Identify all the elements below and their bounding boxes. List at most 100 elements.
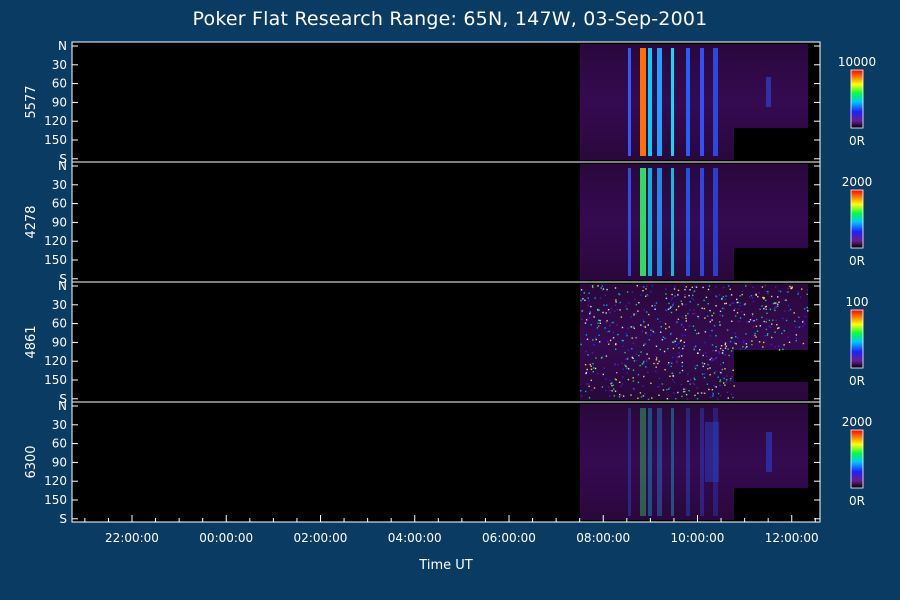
- panel-4861-speckle: [681, 395, 683, 398]
- panel-4861-speckle: [620, 316, 623, 318]
- panel-4861-speckle: [693, 291, 695, 293]
- panel-4861-speckle: [668, 308, 670, 310]
- y-tick-label: 90: [52, 335, 67, 349]
- panel-4861-speckle: [685, 303, 687, 306]
- panel-4861-speckle: [590, 379, 592, 381]
- panel-4861-speckle: [655, 370, 657, 373]
- panel-4861-speckle: [788, 341, 791, 343]
- panel-4861-speckle: [686, 398, 689, 400]
- panel-4861-speckle: [655, 355, 657, 357]
- colorbar-max-label: 2000: [842, 415, 873, 429]
- panel-4861-speckle: [702, 392, 705, 394]
- panel-4861-speckle: [662, 389, 665, 391]
- y-tick-label: N: [58, 279, 67, 293]
- panel-4861-speckle: [585, 334, 588, 336]
- panel-4861-speckle: [731, 302, 733, 304]
- panel-4861-speckle: [708, 388, 710, 391]
- panel-4861-speckle: [782, 317, 784, 320]
- panel-4861-speckle: [598, 309, 600, 311]
- panel-4861-speckle: [593, 387, 596, 389]
- panel-4861-speckle: [640, 294, 642, 296]
- panel-4861-speckle: [746, 321, 749, 323]
- panel-4861-speckle: [694, 286, 696, 288]
- panel-4861-speckle: [797, 293, 799, 295]
- panel-4861-speckle: [642, 290, 644, 292]
- panel-4861-speckle: [659, 348, 661, 351]
- panel-4861-speckle: [680, 300, 682, 302]
- panel-4861-speckle: [731, 337, 733, 339]
- panel-4861-speckle: [673, 392, 675, 394]
- panel-4861-speckle: [697, 315, 699, 318]
- panel-4861-speckle: [697, 392, 699, 394]
- panel-4861-speckle: [693, 365, 696, 368]
- panel-4861-speckle: [802, 342, 805, 345]
- panel-4861-speckle: [626, 358, 629, 360]
- panel-4861-speckle: [706, 383, 709, 385]
- panel-4861-speckle: [642, 385, 644, 387]
- panel-4861-speckle: [704, 341, 706, 344]
- panel-4861-speckle: [592, 286, 594, 289]
- panel-4861-speckle: [669, 386, 671, 389]
- panel-4861-speckle: [759, 308, 761, 310]
- panel-4861-speckle: [696, 398, 699, 400]
- panel-4861-speckle: [655, 345, 658, 347]
- panel-4861-speckle: [643, 375, 645, 378]
- y-tick-label: 150: [44, 253, 67, 267]
- panel-4861-speckle: [688, 294, 690, 297]
- panel-4861-speckle: [798, 316, 800, 318]
- panel-4861-speckle: [641, 330, 643, 332]
- panel-4861-speckle: [703, 363, 706, 365]
- panel-4861-speckle: [633, 314, 635, 316]
- panel-6300-aurora-streak: [700, 408, 704, 516]
- panel-4861-speckle: [715, 305, 717, 307]
- panel-4861-speckle: [689, 309, 691, 311]
- panel-4861-speckle: [726, 328, 728, 330]
- panel-4861-speckle: [636, 359, 638, 362]
- panel-4861-speckle: [667, 309, 669, 311]
- panel-4861-speckle: [715, 295, 717, 297]
- panel-4861-speckle: [781, 332, 783, 335]
- panel-4861-speckle: [668, 302, 670, 305]
- panel-5577-masked-region: [734, 128, 808, 162]
- x-tick-label: 08:00:00: [576, 531, 630, 545]
- panel-4861-speckle: [664, 337, 666, 339]
- panel-4861-speckle: [736, 301, 738, 304]
- panel-4861-speckle: [701, 373, 704, 375]
- panel-4861-speckle: [615, 379, 617, 381]
- panel-6300-aurora-patch: [766, 432, 772, 472]
- panel-4861-speckle: [727, 397, 729, 399]
- panel-4861-speckle: [671, 341, 674, 343]
- panel-4861-speckle: [766, 334, 769, 336]
- panel-4861-speckle: [650, 382, 652, 384]
- panel-4861-speckle: [581, 395, 583, 397]
- panel-4861-speckle: [589, 363, 591, 366]
- panel-4861-speckle: [635, 303, 637, 306]
- panel-4861-speckle: [757, 296, 759, 298]
- panel-4861-speckle: [693, 346, 695, 349]
- panel-4861-speckle: [639, 364, 641, 367]
- panel-4861-speckle: [672, 341, 675, 344]
- panel-4861-speckle: [645, 295, 647, 297]
- panel-4861-speckle: [641, 363, 644, 365]
- panel-4861-speckle: [659, 321, 661, 323]
- panel-4861-speckle: [708, 285, 711, 287]
- panel-4861-speckle: [688, 325, 691, 327]
- panel-4861-speckle: [638, 354, 640, 357]
- panel-4861-speckle: [675, 398, 677, 400]
- panel-4861-speckle: [741, 290, 744, 293]
- panel-4861-speckle: [733, 385, 735, 387]
- panel-4861-speckle: [726, 375, 728, 377]
- panel-4861-speckle: [676, 356, 678, 359]
- panel-4861-speckle: [633, 360, 636, 362]
- panel-4861-speckle: [622, 376, 624, 378]
- panel-4861-speckle: [612, 337, 615, 339]
- panel-4861-speckle: [637, 310, 639, 312]
- panel-4861-speckle: [644, 326, 646, 328]
- panel-4861-speckle: [802, 321, 804, 323]
- y-tick-label: N: [58, 159, 67, 173]
- panel-4861-speckle: [689, 289, 691, 291]
- panel-4861-speckle: [672, 375, 674, 377]
- y-tick-label: S: [59, 152, 67, 166]
- panel-4861-speckle: [707, 303, 709, 305]
- panel-4861-speckle: [622, 340, 624, 342]
